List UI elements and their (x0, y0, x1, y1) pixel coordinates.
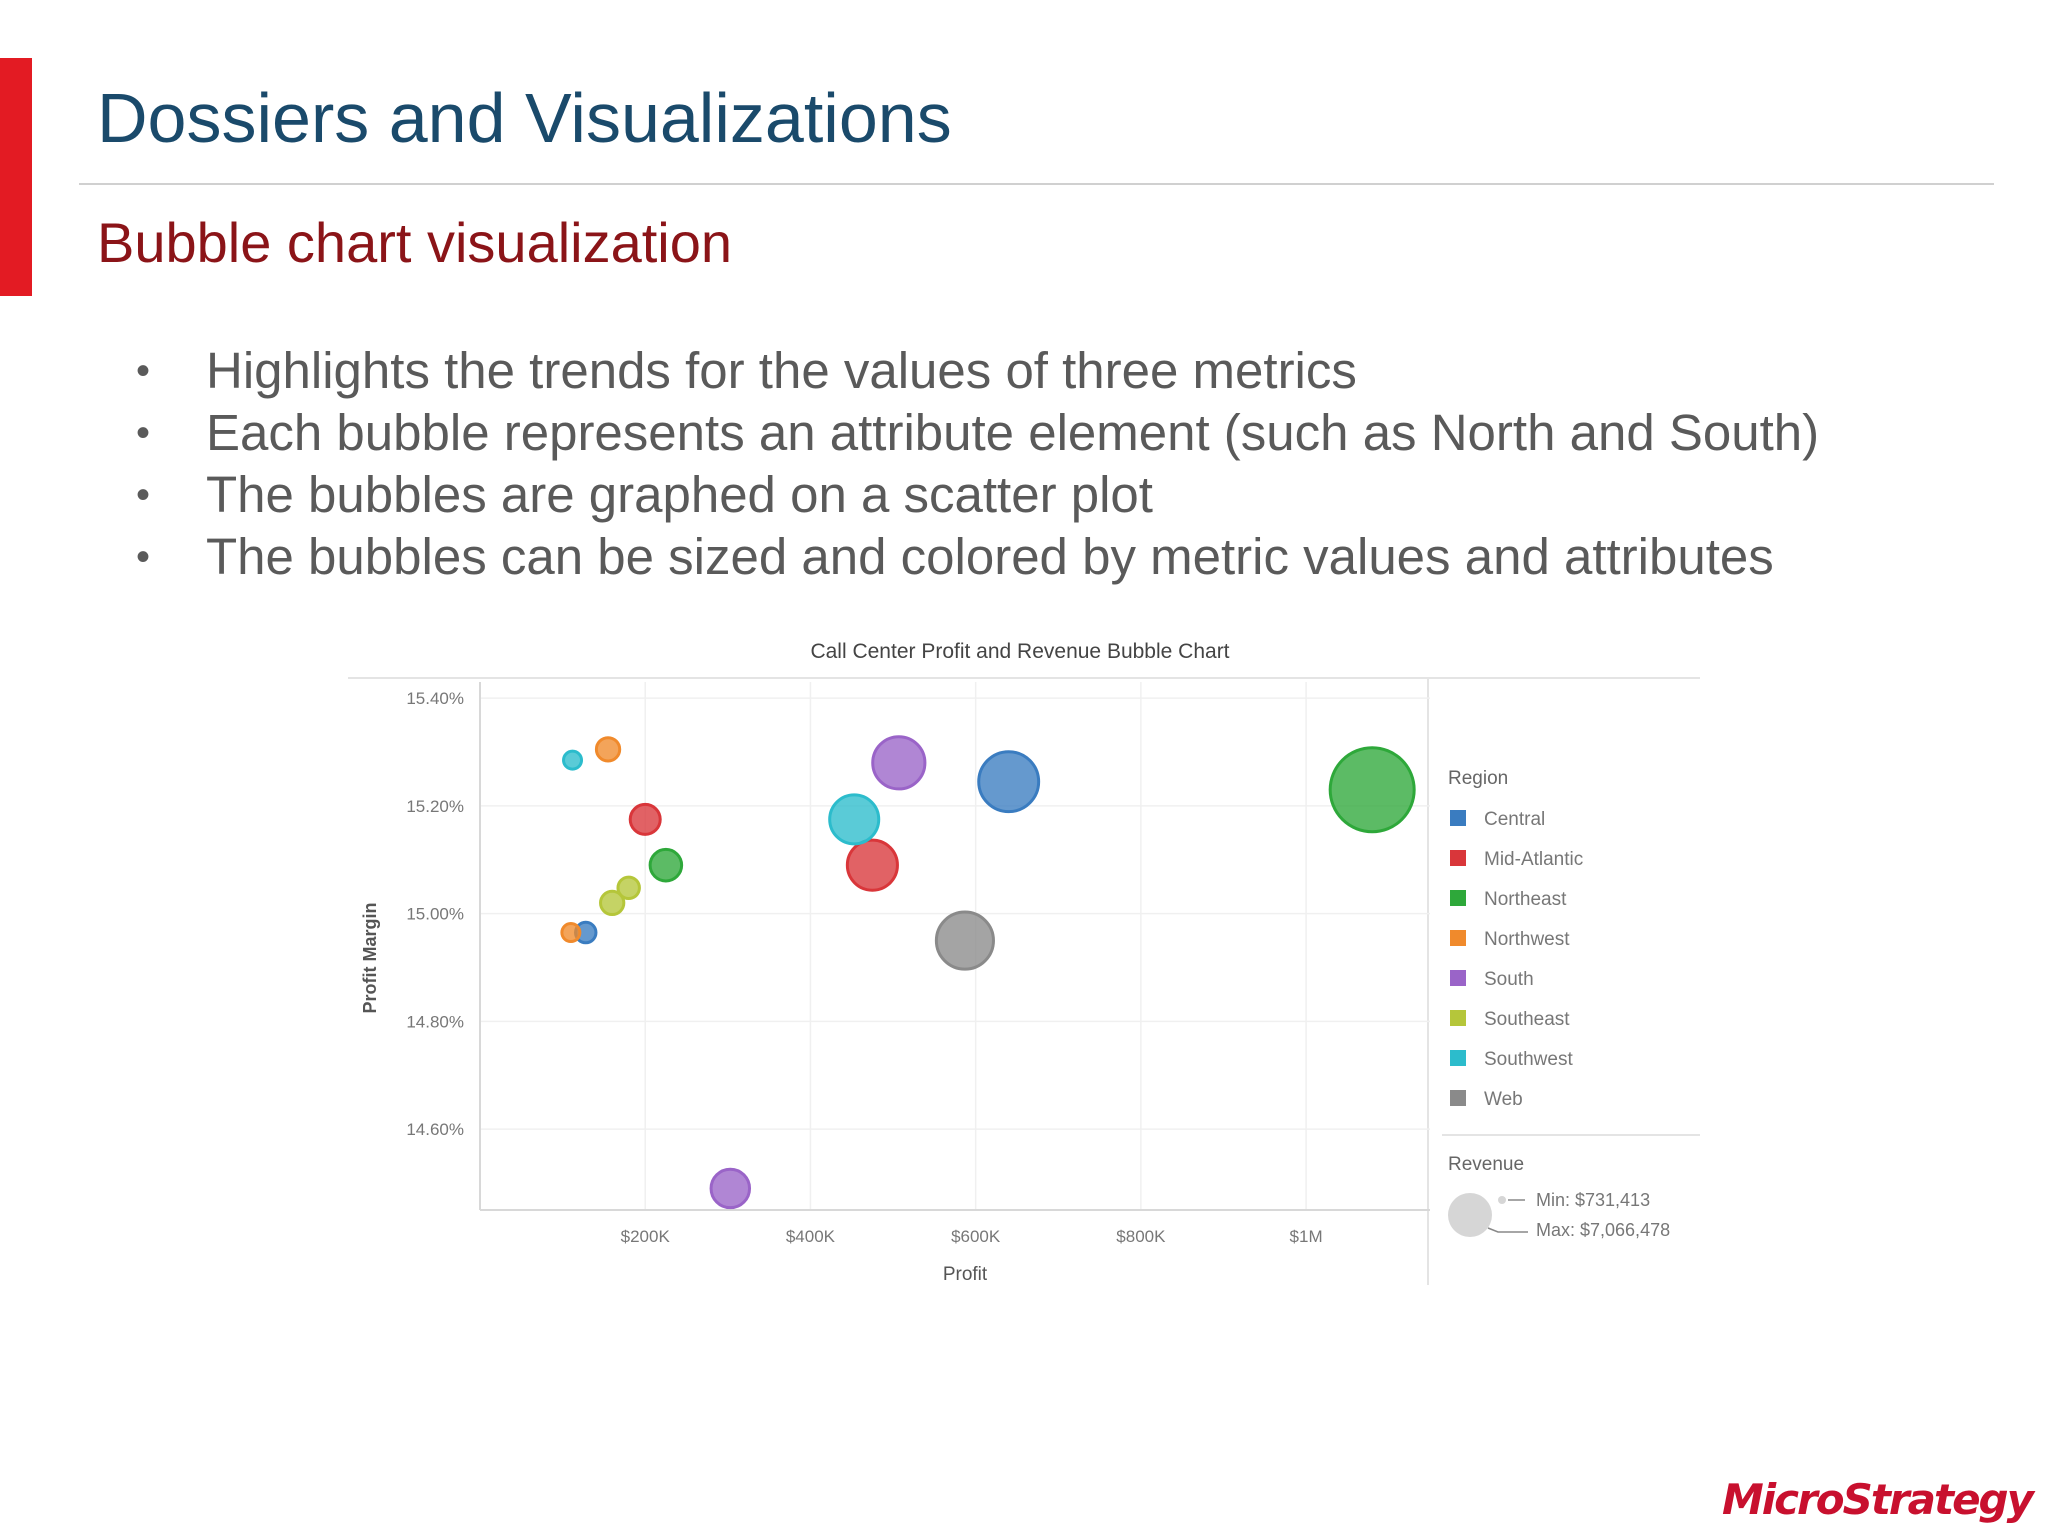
size-legend-title: Revenue (1448, 1154, 1524, 1175)
bullet-glyph: • (136, 349, 151, 393)
y-tick-label: 14.80% (406, 1012, 464, 1031)
accent-bar (0, 58, 32, 296)
y-tick-label: 15.40% (406, 689, 464, 708)
size-legend-max-leader (1487, 1227, 1528, 1233)
x-tick-label: $600K (951, 1227, 1001, 1246)
legend-label: Northwest (1484, 929, 1570, 950)
size-legend-max-label: Max: $7,066,478 (1536, 1220, 1670, 1240)
slide-subtitle: Bubble chart visualization (97, 211, 733, 274)
bubble-northeast (648, 847, 684, 883)
y-tick-label: 14.60% (406, 1120, 464, 1139)
x-tick-label: $800K (1116, 1227, 1166, 1246)
bubble-central (977, 750, 1041, 814)
bubble-northeast (1328, 746, 1416, 834)
legend-label: Northeast (1484, 889, 1567, 910)
bullet-glyph: • (136, 535, 151, 579)
y-tick-label: 15.20% (406, 797, 464, 816)
bubble-web (934, 910, 995, 971)
legend-swatch (1450, 890, 1466, 906)
bullet-item: • Each bubble represents an attribute ele… (136, 402, 1819, 464)
bubble-southwest (828, 793, 881, 846)
bubble-southeast (599, 889, 626, 917)
chart-title: Call Center Profit and Revenue Bubble Ch… (810, 640, 1229, 663)
bubble-northwest (594, 736, 622, 763)
legend-label: Central (1484, 809, 1545, 830)
bullet-item: • The bubbles can be sized and colored by… (136, 526, 1819, 588)
title-divider (79, 183, 1994, 185)
bullet-text: Highlights the trends for the values of … (206, 342, 1357, 399)
bullet-text: Each bubble represents an attribute elem… (206, 404, 1820, 461)
bubble-northwest (560, 922, 582, 944)
legend-swatch (1450, 1090, 1466, 1106)
legend-label: Southwest (1484, 1049, 1573, 1070)
bullet-list: • Highlights the trends for the values of… (136, 340, 1819, 588)
bullet-item: • Highlights the trends for the values of… (136, 340, 1819, 402)
size-legend-min-label: Min: $731,413 (1536, 1190, 1650, 1210)
legend-swatch (1450, 810, 1466, 826)
bubble-mid-atlantic (628, 802, 662, 836)
legend-swatch (1450, 970, 1466, 986)
x-tick-label: $400K (786, 1227, 836, 1246)
legend-swatch (1450, 1050, 1466, 1066)
legend-swatch (1450, 930, 1466, 946)
size-legend-max-circle (1448, 1193, 1492, 1237)
legend-swatch (1450, 1010, 1466, 1026)
bullet-glyph: • (136, 411, 151, 455)
x-tick-label: $1M (1290, 1227, 1323, 1246)
size-legend-min-circle (1498, 1196, 1506, 1204)
bullet-text: The bubbles are graphed on a scatter plo… (206, 466, 1153, 523)
bubble-southwest (562, 749, 584, 771)
bubble-mid-atlantic (845, 838, 899, 892)
y-tick-label: 15.00% (406, 905, 464, 924)
legend-label: Web (1484, 1089, 1523, 1110)
legend-swatch (1450, 850, 1466, 866)
bubble-chart-svg: Call Center Profit and Revenue Bubble Ch… (348, 640, 1700, 1285)
x-tick-label: $200K (621, 1227, 671, 1246)
slide-title: Dossiers and Visualizations (97, 79, 952, 157)
bubble-south (871, 735, 927, 791)
legend-label: South (1484, 969, 1534, 990)
legend-label: Mid-Atlantic (1484, 849, 1583, 870)
microstrategy-logo: MicroStrategy (1721, 1475, 2034, 1524)
x-axis-label: Profit (943, 1264, 988, 1285)
bubble-south (709, 1167, 752, 1210)
bullet-glyph: • (136, 473, 151, 517)
legend-label: Southeast (1484, 1009, 1570, 1030)
bubble-southeast (616, 875, 641, 901)
y-axis-label: Profit Margin (360, 903, 380, 1014)
bullet-item: • The bubbles are graphed on a scatter pl… (136, 464, 1819, 526)
bullet-text: The bubbles can be sized and colored by … (206, 528, 1774, 585)
bubble-chart: Call Center Profit and Revenue Bubble Ch… (340, 630, 1710, 1290)
legend-title: Region (1448, 768, 1508, 789)
